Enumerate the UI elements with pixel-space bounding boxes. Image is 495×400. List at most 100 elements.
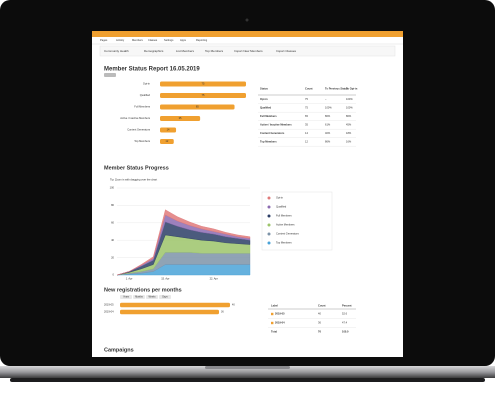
tab[interactable]: Import New Members (234, 49, 263, 53)
funnel-bar (160, 127, 177, 133)
y-tick-label: 100 (110, 186, 115, 190)
table-header: Label (271, 304, 278, 308)
table-cell: 100% (346, 97, 353, 101)
table-cell: 86% (325, 114, 331, 118)
tab[interactable]: Import Classes (276, 49, 297, 53)
table-cell: 45% (346, 123, 352, 127)
legend-label: Full Members (276, 214, 292, 218)
tab[interactable]: Demographics (144, 49, 164, 53)
table-cell: Qualified (260, 106, 272, 110)
menu-item: Activity (116, 38, 125, 42)
table-cell: Full Members (260, 114, 277, 118)
y-tick-label: 60 (111, 220, 114, 224)
table-cell: Opt-in (260, 97, 268, 101)
x-tick-label: 22. Apr (210, 277, 218, 281)
table-cell: 86% (346, 114, 352, 118)
row-swatch (271, 312, 274, 316)
legend-label: Active Members (276, 223, 295, 227)
x-tick-label: 15. Apr (161, 277, 169, 281)
base-notch (205, 366, 290, 369)
funnel-bar (160, 116, 201, 121)
menu-item: Settings (164, 38, 174, 42)
table-cell: 75 (305, 97, 308, 101)
table-cell: 36 (318, 321, 321, 325)
tab[interactable]: Top Members (205, 49, 224, 53)
table-cell: 18% (346, 131, 352, 135)
filter-button[interactable] (120, 295, 132, 299)
table-header: Percent (342, 304, 352, 308)
y-tick-label: 40 (111, 238, 114, 242)
y-tick-label: 80 (111, 203, 114, 207)
x-tick-label: 1. Apr (126, 277, 133, 281)
table-header: To Previous Status (325, 87, 349, 91)
funnel-bar (160, 139, 174, 144)
table-cell: 2019-04 (275, 321, 285, 325)
filter-label: Days (162, 297, 168, 299)
filter-button[interactable] (133, 295, 145, 299)
funnel-label: Active / Inactive Members (120, 116, 150, 120)
table-cell: 100% (325, 106, 332, 110)
table-cell: 75 (305, 106, 308, 110)
top-bar (92, 31, 403, 37)
bar-value: 36 (221, 311, 224, 314)
funnel-label: Full Members (134, 105, 150, 109)
table-cell: Total (271, 330, 277, 334)
section-title: New registrations per months (104, 287, 182, 293)
table-cell: 47.4 (342, 321, 348, 325)
funnel-label: Top Members (134, 139, 150, 143)
base-shadow (10, 378, 485, 382)
filter-button[interactable] (159, 295, 171, 299)
table-header: Count (318, 304, 326, 308)
table-cell: – (325, 98, 327, 101)
table-cell: 86% (325, 140, 331, 144)
filter-label: Weeks (149, 297, 157, 299)
funnel-value: 14 (167, 128, 170, 132)
table-cell: 61% (325, 123, 331, 127)
table-cell: Content Generators (260, 131, 285, 135)
row-swatch (271, 321, 274, 325)
funnel-label: Opt-in (143, 82, 151, 86)
legend-label: Content Generators (276, 232, 299, 236)
table-cell: Active / Inactive Members (260, 123, 292, 127)
menu-item: Classes (148, 38, 158, 42)
area (116, 209, 251, 276)
funnel-bar (160, 81, 246, 87)
legend-swatch (267, 223, 271, 227)
filter-label: Months (135, 296, 143, 299)
funnel-value: 65 (196, 105, 199, 109)
funnel-bar (160, 104, 235, 110)
table-cell: 2019-05 (275, 312, 285, 316)
funnel-bar (160, 93, 246, 98)
legend-swatch (267, 214, 271, 218)
table-cell: 35 (305, 123, 308, 127)
y-tick-label: 20 (111, 255, 114, 259)
tab[interactable]: Community Health (104, 49, 129, 53)
funnel-value: 75 (202, 93, 205, 97)
note: Tip: Zoom in with dragging over the char… (110, 178, 157, 182)
funnel-value: 35 (179, 116, 182, 120)
bar-value: 40 (232, 304, 235, 307)
bar (120, 309, 219, 315)
table-header: Count (305, 87, 313, 91)
section-title: Campaigns (104, 347, 134, 353)
table-cell: 65 (305, 114, 308, 118)
menu-item: Pages (100, 38, 108, 42)
funnel-label: Qualified (140, 93, 151, 97)
table-cell: 52.6 (342, 312, 348, 316)
tabs-bar (99, 45, 396, 57)
filter-button (104, 73, 116, 77)
table-cell: 40% (325, 131, 331, 135)
legend-swatch (267, 241, 271, 245)
table-header: Status (260, 87, 268, 91)
menu-item: Members (132, 38, 144, 42)
funnel-value: 12 (165, 139, 168, 143)
legend (261, 191, 333, 251)
filter-button[interactable] (146, 295, 158, 299)
laptop-base (0, 366, 495, 378)
legend-swatch (267, 196, 271, 200)
y-tick-label: 0 (113, 273, 115, 277)
table-cell: 100.0 (342, 330, 349, 334)
tab[interactable]: List Members (176, 49, 195, 53)
